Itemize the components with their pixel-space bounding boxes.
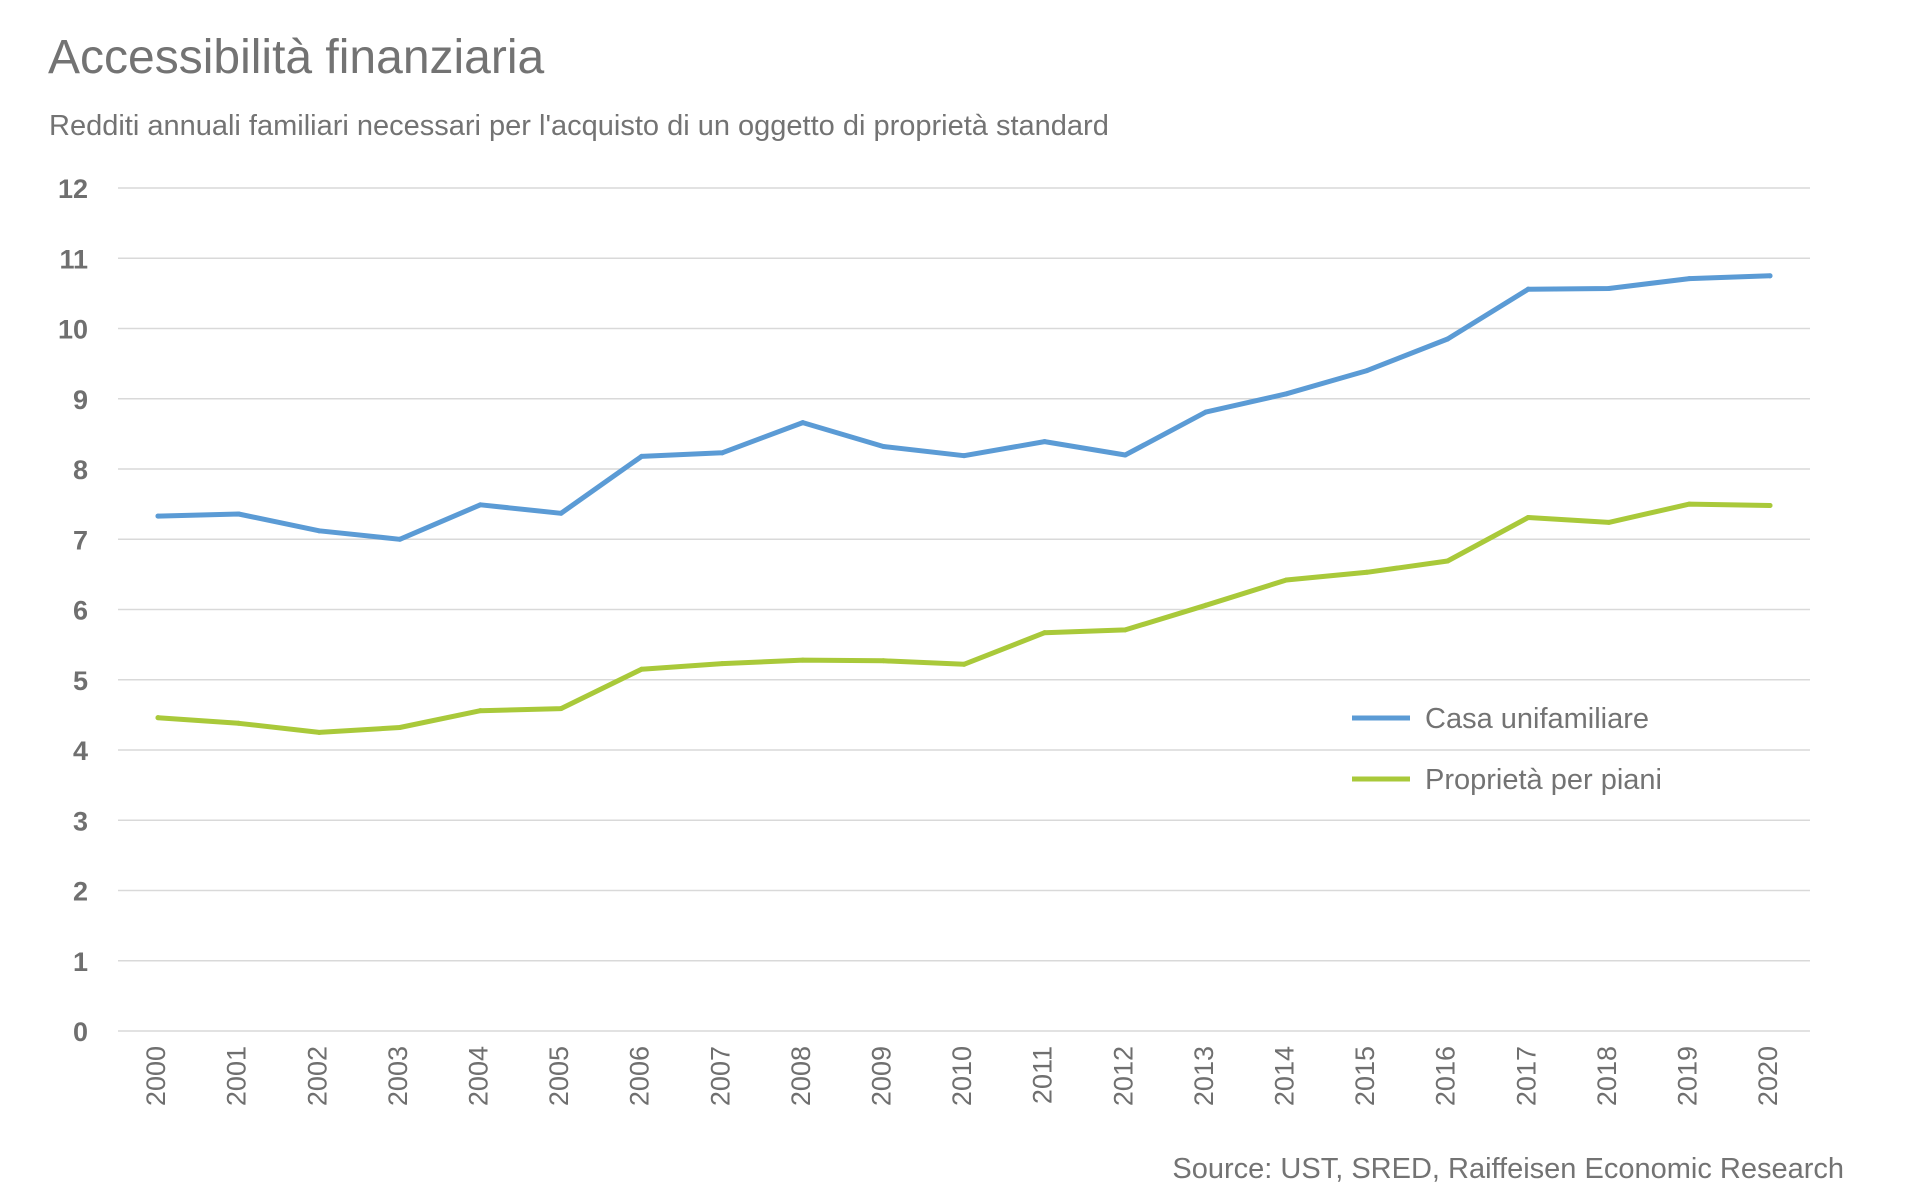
data-point (477, 708, 483, 714)
data-point (639, 453, 645, 459)
data-point (316, 729, 322, 735)
legend: Casa unifamiliare Proprietà per piani (1352, 703, 1662, 796)
data-point (397, 536, 403, 542)
data-point (1283, 577, 1289, 583)
x-tick-label: 2002 (302, 1046, 332, 1106)
x-tick-label: 2017 (1511, 1046, 1541, 1106)
y-tick-label: 1 (73, 947, 88, 977)
data-point (1445, 336, 1451, 342)
x-tick-label: 2004 (464, 1046, 494, 1106)
data-point (639, 666, 645, 672)
x-tick-label: 2001 (222, 1046, 252, 1106)
x-tick-label: 2010 (947, 1046, 977, 1106)
y-tick-label: 8 (73, 455, 88, 485)
chart-subtitle: Redditi annuali familiari necessari per … (49, 110, 1109, 142)
data-point (1606, 519, 1612, 525)
y-tick-label: 4 (73, 736, 88, 766)
x-tick-label: 2008 (786, 1046, 816, 1106)
data-point (1364, 569, 1370, 575)
legend-label: Casa unifamiliare (1425, 703, 1649, 735)
data-point (1767, 503, 1773, 509)
chart-source: Source: UST, SRED, Raiffeisen Economic R… (1172, 1153, 1844, 1185)
y-tick-label: 2 (73, 877, 88, 907)
series-line-1 (155, 273, 1773, 542)
data-point (1686, 501, 1692, 507)
legend-label: Proprietà per piani (1425, 764, 1662, 796)
chart-title: Accessibilità finanziaria (48, 31, 545, 84)
data-point (1283, 391, 1289, 397)
x-axis: 2000 2001 2002 2003 2004 2005 2006 2007 2008 2009… (141, 1046, 1783, 1106)
data-point (1525, 514, 1531, 520)
x-tick-label: 2006 (625, 1046, 655, 1106)
series-layer (155, 273, 1773, 735)
x-tick-label: 2020 (1753, 1046, 1783, 1106)
y-tick-label: 9 (73, 385, 88, 415)
y-tick-label: 7 (73, 525, 88, 555)
data-point (1042, 439, 1048, 445)
data-point (1122, 452, 1128, 458)
data-point (961, 453, 967, 459)
x-tick-label: 2013 (1189, 1046, 1219, 1106)
x-tick-label: 2016 (1431, 1046, 1461, 1106)
data-point (558, 706, 564, 712)
data-point (397, 725, 403, 731)
y-tick-label: 10 (58, 315, 88, 345)
x-tick-label: 2009 (867, 1046, 897, 1106)
y-tick-label: 6 (73, 596, 88, 626)
data-point (558, 510, 564, 516)
data-point (1606, 285, 1612, 291)
data-point (961, 661, 967, 667)
x-tick-label: 2015 (1350, 1046, 1380, 1106)
y-tick-label: 11 (59, 244, 88, 274)
data-point (719, 661, 725, 667)
data-point (719, 450, 725, 456)
x-tick-label: 2007 (705, 1046, 735, 1106)
data-point (800, 657, 806, 663)
data-point (236, 511, 242, 517)
x-tick-label: 2003 (383, 1046, 413, 1106)
x-tick-label: 2019 (1673, 1046, 1703, 1106)
data-point (880, 658, 886, 664)
y-tick-label: 5 (73, 666, 88, 696)
data-point (477, 502, 483, 508)
data-point (1445, 558, 1451, 564)
data-point (1042, 630, 1048, 636)
y-tick-label: 3 (73, 806, 88, 836)
data-point (880, 444, 886, 450)
data-point (1203, 409, 1209, 415)
data-point (155, 715, 161, 721)
data-point (1686, 276, 1692, 282)
data-point (155, 513, 161, 519)
x-tick-label: 2018 (1592, 1046, 1622, 1106)
x-tick-label: 2000 (141, 1046, 171, 1106)
data-point (1122, 627, 1128, 633)
x-tick-label: 2005 (544, 1046, 574, 1106)
data-point (1525, 286, 1531, 292)
grid-layer (118, 187, 1810, 1032)
data-point (1767, 273, 1773, 279)
y-tick-label: 0 (73, 1017, 88, 1047)
data-point (800, 420, 806, 426)
x-tick-label: 2012 (1108, 1046, 1138, 1106)
data-point (316, 528, 322, 534)
data-point (236, 720, 242, 726)
data-point (1203, 602, 1209, 608)
x-tick-label: 2014 (1270, 1046, 1300, 1106)
y-tick-label: 12 (58, 174, 88, 204)
data-point (1364, 368, 1370, 374)
x-tick-label: 2011 (1028, 1046, 1058, 1104)
